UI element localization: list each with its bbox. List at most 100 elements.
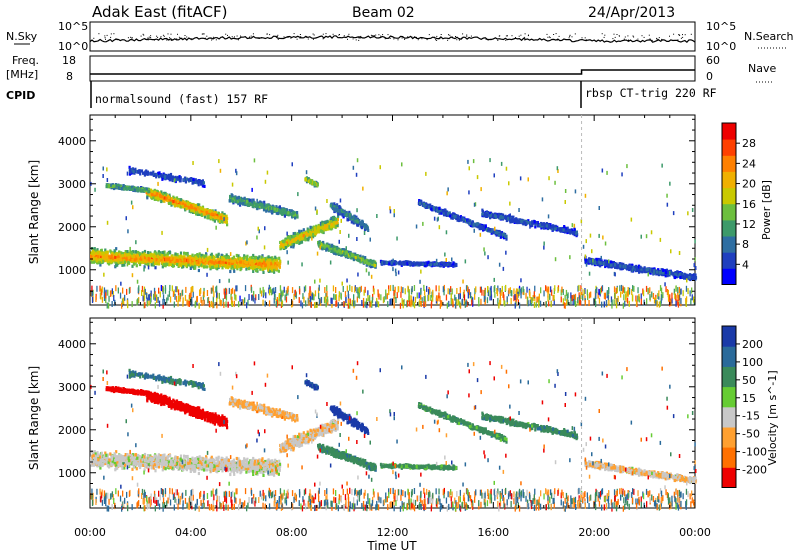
power-cell xyxy=(303,235,306,239)
power-cell xyxy=(148,254,151,258)
power-cell xyxy=(188,206,191,210)
power-cell xyxy=(149,253,153,257)
power-cell xyxy=(242,202,245,206)
power-cell xyxy=(175,196,179,200)
power-cell xyxy=(151,257,154,261)
power-cell xyxy=(121,255,124,260)
nsearch-dot xyxy=(252,33,254,35)
power-cell xyxy=(256,207,259,211)
power-cell xyxy=(159,251,162,255)
power-cell xyxy=(180,198,183,202)
power-cell xyxy=(96,250,100,254)
nsearch-dot xyxy=(166,39,168,41)
power-cell xyxy=(152,193,155,197)
power-cell xyxy=(232,197,235,201)
power-cell xyxy=(126,252,129,256)
power-cell xyxy=(165,196,168,200)
cpid-segment-1: normalsound (fast) 157 RF xyxy=(95,92,268,106)
power-cell xyxy=(160,190,163,194)
power-cell xyxy=(155,196,158,200)
nsearch-dot xyxy=(157,36,159,38)
power-cell xyxy=(299,240,302,245)
power-cell xyxy=(186,253,189,257)
power-cell xyxy=(289,212,292,216)
power-cell xyxy=(179,201,182,205)
power-cell xyxy=(280,242,283,246)
power-cell xyxy=(229,269,232,274)
power-cell xyxy=(104,253,107,257)
nsearch-dot xyxy=(358,37,360,39)
power-cell xyxy=(225,216,228,220)
power-cell xyxy=(413,262,416,266)
nsearch-dot xyxy=(524,36,526,38)
nsearch-dot xyxy=(191,39,193,41)
power-cell xyxy=(233,196,236,200)
power-cell xyxy=(120,187,123,191)
power-cell xyxy=(247,264,250,268)
nsearch-dot xyxy=(147,37,149,39)
power-cell xyxy=(251,198,254,202)
nsearch-dot xyxy=(93,37,95,39)
power-cell xyxy=(286,243,289,247)
nsearch-dot xyxy=(470,35,472,37)
power-cell xyxy=(176,199,180,203)
power-cell xyxy=(296,232,300,236)
nsearch-dot xyxy=(169,37,171,39)
power-cell xyxy=(90,256,93,260)
power-cell xyxy=(172,199,175,204)
power-cell xyxy=(317,230,320,234)
power-cell xyxy=(148,192,151,196)
power-cell xyxy=(292,234,295,239)
power-cell xyxy=(95,255,98,259)
nsearch-dot xyxy=(485,38,487,40)
power-cell xyxy=(185,205,188,209)
power-cell xyxy=(300,232,303,236)
power-cell xyxy=(125,253,128,257)
power-cell xyxy=(290,245,293,249)
power-cell xyxy=(264,263,267,268)
power-cell xyxy=(90,260,93,264)
nsearch-dot xyxy=(569,35,571,37)
nsearch-dot xyxy=(505,35,507,37)
power-cell xyxy=(371,264,374,268)
power-cell xyxy=(254,202,257,206)
power-cell xyxy=(120,251,123,255)
power-cell xyxy=(149,188,153,192)
power-cell xyxy=(182,265,185,269)
power-cell xyxy=(171,255,174,259)
nsearch-dot xyxy=(293,33,295,35)
power-cell xyxy=(277,211,280,216)
power-cell xyxy=(237,195,240,199)
power-cell xyxy=(332,207,335,211)
power-cell xyxy=(178,198,181,202)
power-cell xyxy=(318,241,321,245)
nsearch-dot xyxy=(466,34,468,36)
power-cell xyxy=(354,216,357,220)
power-cell xyxy=(250,262,253,266)
nsearch-dot xyxy=(384,38,386,40)
power-cell xyxy=(186,262,189,266)
power-cell xyxy=(245,257,249,261)
power-cell xyxy=(289,242,292,246)
nsearch-dot xyxy=(130,36,132,38)
nsearch-dot xyxy=(170,40,172,41)
power-cell xyxy=(306,227,309,231)
power-cell xyxy=(264,256,267,261)
power-cell xyxy=(252,264,255,268)
power-cell xyxy=(177,204,180,208)
power-cell xyxy=(263,260,266,264)
nsearch-dot xyxy=(150,35,152,37)
power-cell xyxy=(350,253,353,257)
power-cell xyxy=(123,260,127,264)
power-cell xyxy=(158,196,161,200)
power-cell xyxy=(203,212,206,216)
power-cell xyxy=(300,229,303,233)
power-cell xyxy=(130,185,134,189)
power-cell xyxy=(213,264,217,268)
power-cell xyxy=(235,199,238,203)
power-cell xyxy=(198,212,201,216)
power-cell xyxy=(169,199,172,203)
power-cell xyxy=(256,264,259,268)
power-cell xyxy=(374,264,377,268)
power-cell xyxy=(141,189,144,193)
